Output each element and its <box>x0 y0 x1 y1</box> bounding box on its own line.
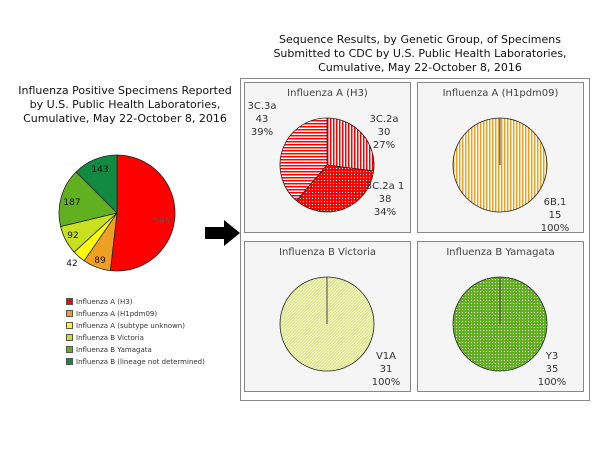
genetic-group-slice <box>295 164 375 213</box>
specimen-slice <box>75 154 118 214</box>
slice-label-line: 3C.2a <box>369 114 399 125</box>
specimen-slice <box>58 171 118 228</box>
slice-label: 3C.3a 43 39% <box>242 100 282 139</box>
left-chart-title: Influenza Positive Specimens Reported by… <box>18 84 232 125</box>
specimen-slice <box>109 154 176 272</box>
legend-item: Influenza A (H3) <box>66 297 132 307</box>
legend-swatch <box>66 322 73 329</box>
slice-label-line: 27% <box>372 140 396 151</box>
slice-label-line: 3C.3a <box>247 101 277 112</box>
legend-item: Influenza B (lineage not determined) <box>66 357 205 367</box>
slice-label-line: 38 <box>378 194 392 205</box>
slice-label-line: 15 <box>548 210 562 221</box>
slice-label-line: 30 <box>377 127 391 138</box>
slice-label-line: 100% <box>371 377 401 388</box>
slice-label: Y3 35 100% <box>532 350 572 389</box>
slice-label-line: 39% <box>250 127 274 138</box>
slice-label-line: 100% <box>540 223 570 234</box>
genetic-group-slice <box>326 117 375 172</box>
slice-label-line: 31 <box>379 364 393 375</box>
slice-label: 3C.2a 30 27% <box>364 113 404 152</box>
legend-label: Influenza B Victoria <box>76 334 144 342</box>
legend-label: Influenza B (lineage not determined) <box>76 358 205 366</box>
legend-label: Influenza B Yamagata <box>76 346 152 354</box>
slice-label-line: 43 <box>255 114 269 125</box>
slice-label-line: V1A <box>375 351 397 362</box>
slice-label-line: Y3 <box>545 351 559 362</box>
slice-label-line: 3C.2a 1 <box>365 181 405 192</box>
panel-title: Influenza A (H1pdm09) <box>442 88 559 99</box>
slice-label-line: 6B.1 <box>543 197 567 208</box>
legend-swatch <box>66 310 73 317</box>
right-chart-title: Sequence Results, by Genetic Group, of S… <box>273 33 567 74</box>
legend-item: Influenza B Yamagata <box>66 345 152 355</box>
slice-label: V1A 31 100% <box>366 350 406 389</box>
genetic-group-slice <box>279 117 328 202</box>
slice-value-label: 143 <box>91 165 109 175</box>
panel-title: Influenza B Yamagata <box>446 247 555 258</box>
slice-label-line: 35 <box>545 364 559 375</box>
legend-item: Influenza B Victoria <box>66 333 144 343</box>
arrow-icon <box>205 220 240 246</box>
slice-label: 3C.2a 1 38 34% <box>365 180 405 219</box>
legend-swatch <box>66 298 73 305</box>
slice-value-label: 595 <box>153 217 171 227</box>
legend-label: Influenza A (subtype unknown) <box>76 322 185 330</box>
slice-value-label: 89 <box>94 256 106 266</box>
panel-title: Influenza B Victoria <box>279 247 376 258</box>
panel-title: Influenza A (H3) <box>287 88 368 99</box>
legend-item: Influenza A (H1pdm09) <box>66 309 157 319</box>
legend-item: Influenza A (subtype unknown) <box>66 321 185 331</box>
legend-swatch <box>66 334 73 341</box>
slice-value-label: 42 <box>66 259 78 269</box>
legend-swatch <box>66 346 73 353</box>
slice-label-line: 34% <box>373 207 397 218</box>
slice-label-line: 100% <box>537 377 567 388</box>
slice-label: 6B.1 15 100% <box>535 196 575 235</box>
slice-value-label: 92 <box>67 231 79 241</box>
legend-swatch <box>66 358 73 365</box>
legend-label: Influenza A (H1pdm09) <box>76 310 158 318</box>
slice-value-label: 187 <box>63 198 81 208</box>
legend-label: Influenza A (H3) <box>76 298 133 306</box>
